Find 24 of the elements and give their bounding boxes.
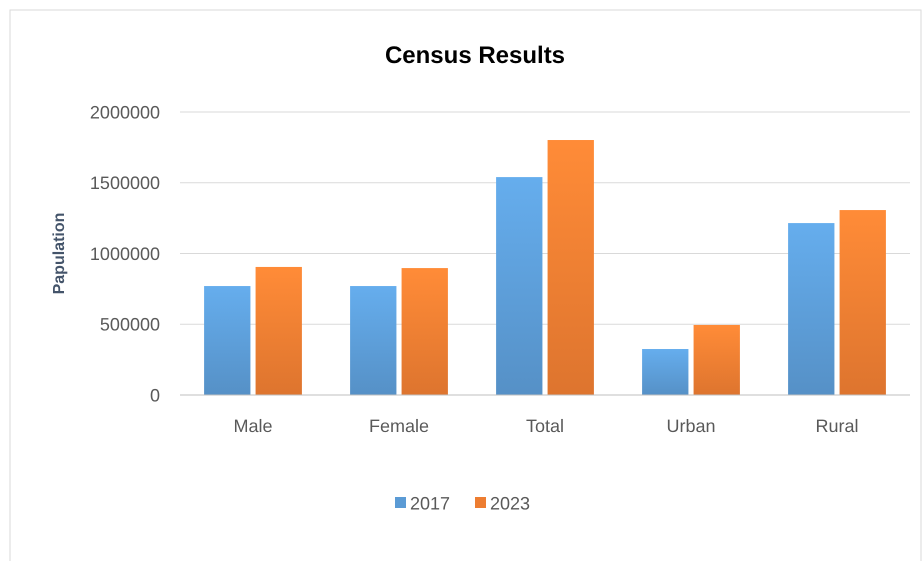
y-tick-label: 1500000 [90, 173, 160, 194]
bar [496, 177, 542, 395]
bar [204, 286, 250, 395]
x-tick-label: Urban [666, 416, 716, 436]
legend-label: 2023 [490, 493, 530, 514]
chart-title: Census Results [384, 42, 566, 69]
bar [548, 140, 594, 395]
y-tick-label: 500000 [100, 314, 160, 335]
bar [788, 223, 834, 395]
x-tick-label: Male [233, 416, 273, 436]
y-tick-label: 2000000 [90, 102, 160, 122]
bar [402, 268, 448, 395]
y-tick-label: 1000000 [90, 244, 160, 264]
bar [642, 349, 688, 395]
x-tick-label: Female [368, 416, 430, 436]
legend-label: 2017 [410, 493, 450, 514]
bar [350, 286, 396, 395]
bar [256, 266, 302, 395]
bar [694, 324, 740, 395]
x-tick-label: Rural [815, 416, 859, 436]
y-tick-label: 0 [150, 385, 160, 406]
x-tick-label: Total [526, 416, 564, 436]
bar [840, 210, 886, 395]
y-axis-title: Papulation [51, 212, 68, 294]
